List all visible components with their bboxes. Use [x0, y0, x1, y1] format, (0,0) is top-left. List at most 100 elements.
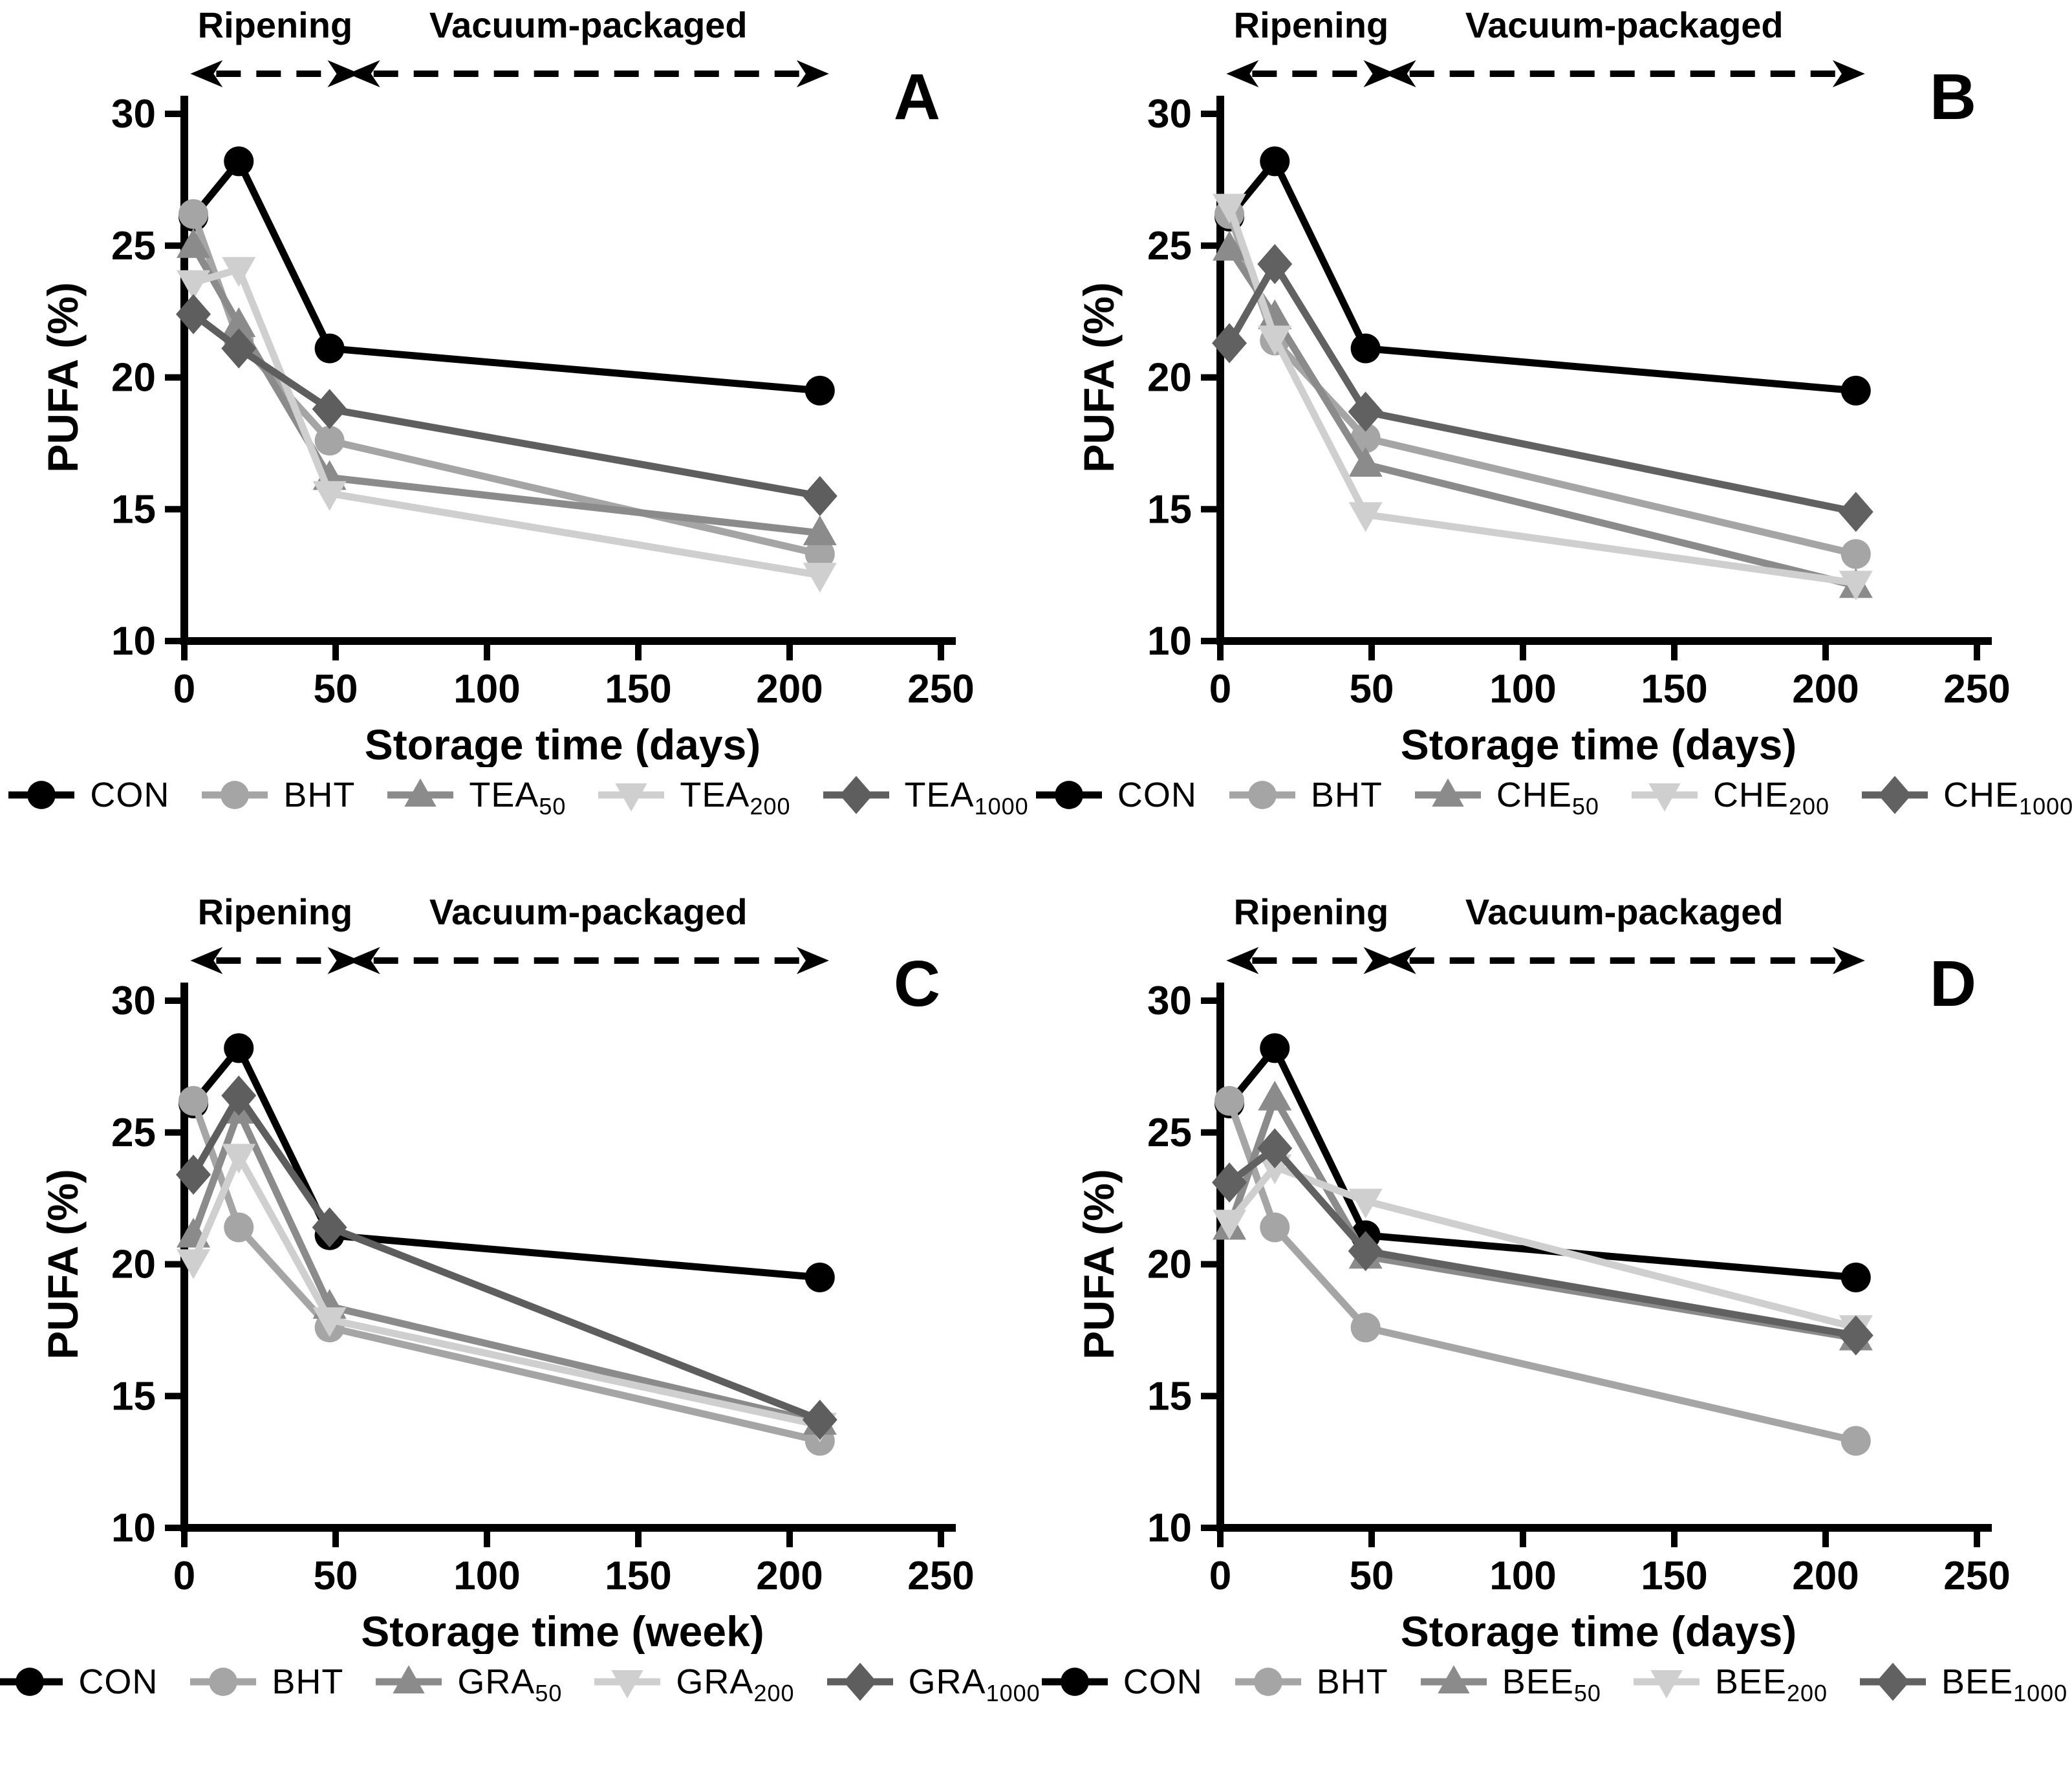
x-tick-label: 50: [314, 667, 358, 712]
panel-D-plot: Ripening Vacuum-packaged D 10 15 20 25 30 0 50 100…: [1075, 891, 2011, 1654]
series-BHT-marker-circle-icon: [1840, 539, 1871, 569]
legend-key-GRA1000: [826, 1662, 893, 1701]
series-TEA50-marker-triangle-up-icon: [222, 307, 256, 337]
legend-label-BEE200: BEE200: [1714, 1662, 1828, 1706]
legend-circle-icon: [1248, 781, 1277, 809]
legend-label-BEE1000: BEE1000: [1941, 1662, 2068, 1706]
series-GRA200-marker-triangle-down-icon: [177, 1249, 211, 1279]
arrowhead-right-icon: [1363, 60, 1396, 87]
axes: 10 15 20 25 30 0 50 100 150 200 250: [111, 979, 975, 1598]
legend-label-CHE1000: CHE1000: [1943, 775, 2072, 818]
arrowhead-right-icon: [796, 60, 829, 87]
series-CON-marker-circle-icon: [224, 1033, 254, 1063]
legend-diamond-icon: [1876, 1662, 1910, 1701]
phase-label: Vacuum-packaged: [429, 891, 748, 932]
phase-arrow-vacuum: Vacuum-packaged: [347, 5, 829, 87]
arrowhead-right-icon: [327, 60, 360, 87]
legend-label-BEE50: BEE50: [1502, 1662, 1601, 1706]
series-GRA1000-marker-diamond-icon: [312, 1207, 347, 1248]
legend-key-TEA1000: [823, 776, 889, 814]
x-tick-label: 150: [1641, 667, 1707, 712]
arrowhead-left-icon: [1226, 60, 1259, 87]
legend-circle-icon: [221, 781, 250, 809]
series-BHT-marker-circle-icon: [178, 1085, 209, 1116]
series-BHT-marker-circle-icon: [1214, 1085, 1245, 1116]
y-tick-label: 20: [111, 1243, 156, 1287]
legend-label-subscript: 200: [1786, 1679, 1828, 1706]
legend-triangle-up-icon: [393, 1665, 426, 1694]
x-axis-title: Storage time (week): [361, 1607, 764, 1654]
legend-label-subscript: 200: [750, 792, 791, 820]
legend-label-GRA200: GRA200: [676, 1662, 795, 1706]
legend-diamond-icon: [843, 1662, 877, 1701]
legend-label-subscript: 1000: [986, 1679, 1041, 1706]
phase-arrow-ripening: Ripening: [190, 891, 360, 974]
arrowhead-right-icon: [1832, 60, 1865, 87]
phase-label: Vacuum-packaged: [1465, 5, 1784, 45]
panel-letter: C: [894, 948, 940, 1020]
legend-label-BHT: BHT: [1310, 776, 1383, 814]
legend-item-BEE200: BEE200: [1631, 1662, 1828, 1706]
series-BEE1000-marker-diamond-icon: [1212, 1162, 1247, 1203]
series-BHT-marker-circle-icon: [178, 199, 209, 229]
arrowhead-right-icon: [327, 947, 360, 974]
phase-arrow-ripening: Ripening: [190, 5, 360, 87]
legend-diamond-icon: [839, 776, 873, 814]
x-tick-label: 100: [1489, 667, 1556, 712]
series-CON: [178, 1033, 835, 1292]
legend-label-CON: CON: [90, 776, 170, 814]
series-CHE200-marker-triangle-down-icon: [1258, 325, 1292, 356]
legend-label-CHE50: CHE50: [1496, 776, 1599, 820]
legend-label-BHT: BHT: [272, 1662, 344, 1701]
legend-panel-B: CON BHT CHE50 CHE200 CHE1000: [1035, 775, 2072, 820]
legend-item-GRA200: GRA200: [592, 1662, 795, 1706]
arrowhead-right-icon: [1832, 947, 1865, 974]
legend-label-subscript: 1000: [2013, 1679, 2068, 1706]
legend-key-GRA50: [376, 1665, 442, 1694]
x-axis-title: Storage time (days): [365, 721, 761, 767]
y-tick-label: 10: [1147, 619, 1192, 664]
x-tick-label: 200: [756, 667, 823, 712]
series-CON-line: [190, 157, 821, 395]
series-TEA50-marker-triangle-up-icon: [177, 228, 211, 258]
legend-label-CON: CON: [78, 1662, 158, 1701]
series-BHT-marker-circle-icon: [1350, 1312, 1381, 1343]
legend-label-subscript: 200: [753, 1679, 795, 1706]
x-tick-label: 150: [605, 1554, 671, 1598]
legend-triangle-down-icon: [1650, 1670, 1683, 1699]
series-CHE1000: [1212, 244, 1873, 532]
legend-item-CHE1000: CHE1000: [1859, 775, 2072, 818]
arrowhead-left-icon: [1226, 947, 1259, 974]
legend-key-BEE200: [1633, 1670, 1700, 1699]
x-tick-label: 100: [1489, 1554, 1556, 1598]
legend-key-CHE1000: [1862, 776, 1928, 814]
x-tick-label: 200: [1792, 667, 1859, 712]
legend-item-TEA1000: TEA1000: [821, 775, 1029, 820]
legend-triangle-down-icon: [611, 1670, 644, 1699]
series-CHE50-marker-triangle-up-icon: [1348, 446, 1383, 477]
legend-circle-icon: [27, 781, 56, 809]
series-CHE200: [1213, 193, 1873, 601]
panel-C: Ripening Vacuum-packaged C 10 15 20 25 30 0 50 100…: [0, 887, 1040, 1773]
legend-item-BHT: BHT: [199, 775, 355, 815]
legend-label-GRA1000: GRA1000: [908, 1662, 1041, 1706]
y-tick-label: 25: [1147, 1111, 1192, 1155]
legend-circle-icon: [209, 1668, 238, 1696]
legend-label-TEA1000: TEA1000: [904, 776, 1029, 820]
x-tick-label: 150: [1641, 1554, 1707, 1598]
series-TEA1000-line: [191, 311, 821, 500]
y-tick-label: 20: [111, 356, 156, 400]
series-TEA200: [177, 257, 837, 593]
y-tick-label: 30: [1147, 979, 1192, 1023]
legend-item-CHE200: CHE200: [1629, 775, 1829, 818]
legend-key-BHT: [1229, 781, 1295, 809]
series-CON: [1214, 146, 1871, 406]
series-CON-line: [190, 1044, 821, 1281]
legend-label-GRA50: GRA50: [457, 1662, 563, 1706]
legend-item-BEE1000: BEE1000: [1857, 1662, 2068, 1706]
legend-label-TEA200: TEA200: [680, 776, 791, 820]
arrowhead-right-icon: [1363, 947, 1396, 974]
legend-label-subscript: 1000: [974, 792, 1029, 820]
legend-key-CHE200: [1631, 783, 1698, 812]
series-GRA1000-marker-diamond-icon: [221, 1075, 257, 1116]
